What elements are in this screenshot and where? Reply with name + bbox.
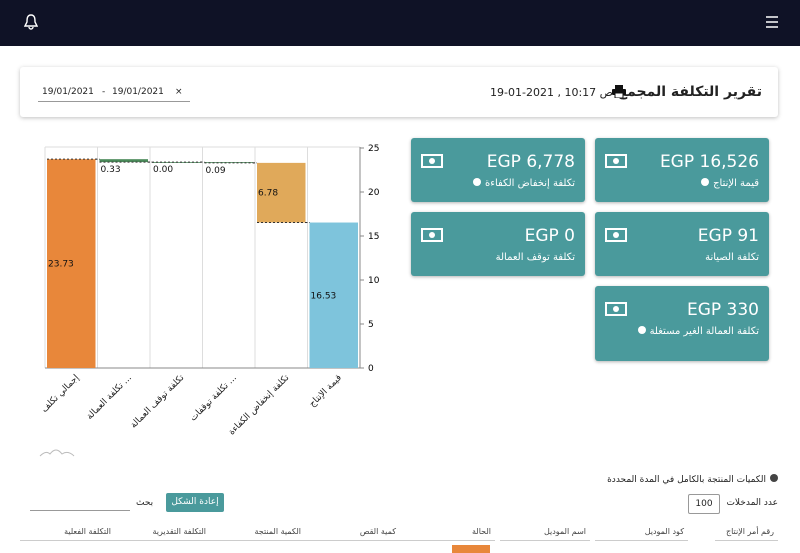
data-label: 0.33 xyxy=(101,165,121,175)
money-coin xyxy=(429,158,435,164)
waterfall-bar xyxy=(47,159,96,368)
top-bar xyxy=(0,0,800,46)
y-tick-label: 5 xyxy=(368,320,374,330)
x-tick-label: تكلفة إنخفاض الكفاءة xyxy=(227,373,292,438)
kpi-card: EGP 0 تكلفة توقف العمالة xyxy=(411,212,585,276)
clear-date[interactable]: × xyxy=(175,87,183,97)
date-to: 19/01/2021 xyxy=(112,87,164,97)
chart-tool-icon[interactable] xyxy=(39,449,75,457)
table-title: الكميات المنتجة بالكامل في المدة المحددة xyxy=(607,474,778,485)
card-label: قيمة الإنتاج xyxy=(609,178,759,189)
waterfall-bar xyxy=(99,159,148,163)
y-tick-label: 0 xyxy=(368,364,374,374)
y-tick-label: 25 xyxy=(368,144,379,154)
money-icon xyxy=(421,228,443,242)
money-icon xyxy=(605,302,627,316)
search-input[interactable] xyxy=(30,510,130,511)
search-label: بحث xyxy=(136,498,154,508)
card-label: تكلفة توقف العمالة xyxy=(425,252,575,263)
column-header[interactable]: التكلفة التقديرية xyxy=(115,522,210,541)
card-label: تكلفة إنخفاض الكفاءة xyxy=(425,178,575,189)
column-header[interactable]: كود الموديل xyxy=(595,522,688,541)
card-value: EGP 16,526 xyxy=(659,152,759,172)
kpi-card: EGP 91 تكلفة الصيانة xyxy=(595,212,769,276)
report-datetime: ص 10:17 , 2021-01-19 xyxy=(490,86,613,99)
x-tick-label: تكلفة توقف العمالة xyxy=(129,373,187,431)
entries-select[interactable]: 100 xyxy=(688,494,720,514)
column-header[interactable]: الحالة xyxy=(400,522,495,541)
x-tick-label: إجمالي تكلف xyxy=(40,373,82,415)
column-header[interactable]: الكمية المنتجة xyxy=(210,522,305,541)
card-value: EGP 330 xyxy=(686,300,759,320)
card-label-text: تكلفة العمالة الغير مستغلة xyxy=(649,326,759,337)
waterfall-bar xyxy=(309,222,358,368)
money-coin xyxy=(613,158,619,164)
info-icon xyxy=(770,474,778,482)
info-icon xyxy=(473,178,481,186)
x-tick-label: قيمة الإنتاج xyxy=(308,373,344,409)
data-label: 0.09 xyxy=(206,166,226,176)
money-body xyxy=(605,154,627,168)
column-header[interactable]: كمية القص xyxy=(305,522,400,541)
money-body xyxy=(421,228,443,242)
card-label-text: تكلفة توقف العمالة xyxy=(495,252,575,263)
kpi-card: EGP 330 تكلفة العمالة الغير مستغلة xyxy=(595,286,769,361)
date-range-input[interactable]: 19/01/2021 - 19/01/2021 × xyxy=(38,85,190,102)
money-icon xyxy=(605,228,627,242)
money-coin xyxy=(613,306,619,312)
entries-label: عدد المدخلات xyxy=(726,498,778,508)
money-coin xyxy=(429,232,435,238)
y-tick-label: 20 xyxy=(368,188,380,198)
print-icon[interactable] xyxy=(612,85,626,98)
waterfall-bar xyxy=(257,162,306,223)
reset-button[interactable]: إعادة الشكل xyxy=(166,493,224,512)
y-tick-label: 10 xyxy=(368,276,380,286)
money-icon xyxy=(605,154,627,168)
card-label-text: تكلفة الصيانة xyxy=(705,252,759,263)
x-tick-label: تكلفة توقفات ... xyxy=(188,373,238,423)
card-label: تكلفة العمالة الغير مستغلة xyxy=(609,326,759,337)
money-body xyxy=(421,154,443,168)
money-body xyxy=(605,228,627,242)
date-from: 19/01/2021 xyxy=(42,87,94,97)
date-separator: - xyxy=(102,87,106,97)
data-label: 0.00 xyxy=(153,165,173,175)
column-header[interactable]: اسم الموديل xyxy=(500,522,590,541)
data-label: 6.78 xyxy=(258,189,278,199)
data-label: 23.73 xyxy=(48,260,74,270)
money-coin xyxy=(613,232,619,238)
money-body xyxy=(605,302,627,316)
kpi-card: EGP 6,778 تكلفة إنخفاض الكفاءة xyxy=(411,138,585,202)
card-label: تكلفة الصيانة xyxy=(609,252,759,263)
status-cell xyxy=(452,545,490,553)
card-label-text: قيمة الإنتاج xyxy=(713,178,759,189)
card-value: EGP 91 xyxy=(697,226,759,246)
info-icon xyxy=(701,178,710,186)
y-tick-label: 15 xyxy=(368,232,379,242)
kpi-cards: EGP 16,526 قيمة الإنتاج EGP 6,778 تكلفة إنخ… xyxy=(410,138,769,361)
waterfall-chart: 0 5 10 15 20 25 23.73 إجمالي تكلف 0.33 تكلفة العم… xyxy=(39,144,380,457)
x-tick-label: تكلفة العمالة ... xyxy=(85,373,134,422)
table-title-text: الكميات المنتجة بالكامل في المدة المحددة xyxy=(607,475,766,485)
card-label-text: تكلفة إنخفاض الكفاءة xyxy=(485,178,575,189)
data-label: 16.53 xyxy=(311,291,337,301)
bell-icon[interactable] xyxy=(24,14,38,30)
card-value: EGP 0 xyxy=(524,226,575,246)
kpi-card: EGP 16,526 قيمة الإنتاج xyxy=(595,138,769,202)
info-icon xyxy=(637,326,646,334)
header-card: تقرير التكلفة المجمع ص 10:17 , 2021-01-1… xyxy=(20,67,778,117)
report-title: تقرير التكلفة المجمع xyxy=(617,84,762,100)
menu-icon[interactable] xyxy=(765,16,779,28)
card-value: EGP 6,778 xyxy=(486,152,575,172)
column-header[interactable]: رقم أمر الإنتاج xyxy=(715,522,778,541)
money-icon xyxy=(421,154,443,168)
column-header[interactable]: التكلفة الفعلية xyxy=(20,522,115,541)
